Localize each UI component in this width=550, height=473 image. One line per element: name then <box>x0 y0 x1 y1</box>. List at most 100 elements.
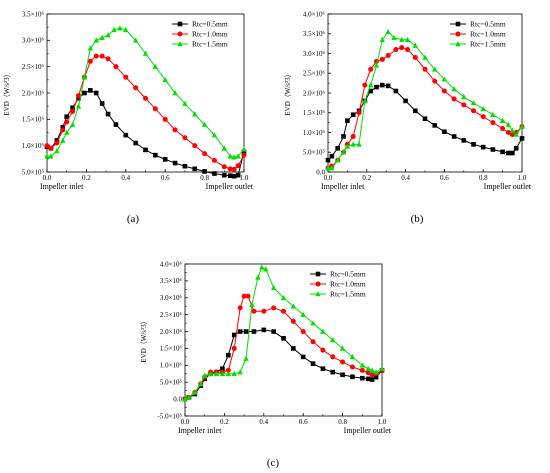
y-tick-label: 1.5×10⁶ <box>303 109 326 117</box>
square-marker <box>374 84 379 90</box>
triangle-marker <box>373 62 380 68</box>
circle-marker <box>405 47 411 53</box>
circle-marker <box>369 372 375 378</box>
panel-label: (a) <box>127 213 140 225</box>
circle-marker <box>471 108 476 114</box>
triangle-marker <box>259 264 265 270</box>
square-marker <box>519 136 525 141</box>
series-rtc-1-0mm <box>182 293 385 402</box>
square-marker <box>241 149 247 155</box>
square-marker <box>222 172 227 178</box>
triangle-marker <box>290 303 297 309</box>
square-marker <box>105 111 111 117</box>
square-marker <box>461 138 467 143</box>
legend-label: Rtc=1.5mm <box>192 40 228 49</box>
square-marker <box>413 108 418 114</box>
series-rtc-0-5mm <box>44 88 247 179</box>
circle-marker <box>87 58 93 64</box>
y-tick-label: 1.5×10⁶ <box>160 345 183 353</box>
triangle-marker <box>207 370 214 377</box>
legend-item: Rtc=1.5mm <box>450 40 506 49</box>
triangle-marker <box>350 141 356 147</box>
x-tick-label: 0.8 <box>479 174 488 182</box>
triangle-marker <box>231 154 237 160</box>
triangle-marker <box>243 355 249 361</box>
triangle-marker <box>359 362 365 368</box>
circle-marker <box>123 74 129 80</box>
circle-marker <box>310 339 316 345</box>
triangle-marker <box>152 63 159 69</box>
triangle-marker <box>369 367 375 373</box>
circle-marker <box>241 293 247 299</box>
y-axis-title: EVD（W/s³3） <box>284 70 292 115</box>
triangle-marker <box>480 105 486 112</box>
circle-marker <box>315 281 321 287</box>
series-rtc-0-5mm <box>325 82 525 163</box>
triangle-marker <box>255 274 261 280</box>
triangle-marker <box>270 284 277 290</box>
circle-marker <box>505 130 511 135</box>
circle-marker <box>99 53 105 59</box>
x-label-inlet: Impeller inlet <box>178 426 222 435</box>
circle-marker <box>177 31 183 37</box>
triangle-marker <box>280 294 287 301</box>
triangle-marker <box>227 153 233 159</box>
triangle-marker <box>162 76 168 83</box>
triangle-marker <box>105 32 111 38</box>
triangle-marker <box>221 145 227 151</box>
circle-marker <box>225 367 231 373</box>
legend-item: Rtc=0.5mm <box>310 270 366 279</box>
x-tick-label: 0.8 <box>338 418 347 426</box>
triangle-marker <box>349 353 356 360</box>
square-marker <box>490 147 496 152</box>
y-tick-label: 3.0×10⁶ <box>160 294 183 302</box>
circle-marker <box>245 293 251 299</box>
chart-panel-a: 5.0×10⁵ 1.0×10⁶ 1.5×10⁶ 2.0×10⁶ 2.5×10⁶ 3.0×1… <box>3 10 254 225</box>
y-tick-label: 0.0 <box>316 168 325 176</box>
circle-marker <box>231 345 237 351</box>
series-line <box>46 89 245 177</box>
square-marker <box>243 329 249 334</box>
triangle-marker <box>335 157 341 163</box>
circle-marker <box>162 116 168 122</box>
square-marker <box>373 374 379 380</box>
square-marker <box>227 173 233 178</box>
legend-item: Rtc=1.0mm <box>310 280 366 289</box>
triangle-marker <box>249 301 255 307</box>
triangle-marker <box>117 25 123 31</box>
x-label-inlet: Impeller inlet <box>40 182 84 191</box>
square-marker <box>422 116 428 121</box>
legend-item: Rtc=1.5mm <box>172 40 228 49</box>
x-tick-label: 0.2 <box>362 174 371 182</box>
square-marker <box>82 90 87 96</box>
x-tick-label: 1.0 <box>240 174 249 182</box>
x-tick-label: 0.0 <box>181 418 190 426</box>
legend-item: Rtc=1.0mm <box>450 30 506 39</box>
triangle-marker <box>237 369 243 375</box>
legend-label: Rtc=1.0mm <box>192 30 228 39</box>
square-marker <box>380 82 385 88</box>
circle-marker <box>76 93 82 99</box>
triangle-marker <box>60 137 66 143</box>
legend-item: Rtc=0.5mm <box>450 20 506 29</box>
square-marker <box>226 352 231 358</box>
circle-marker <box>44 143 50 149</box>
square-marker <box>385 83 391 89</box>
circle-marker <box>182 135 188 141</box>
panel-label: (b) <box>411 213 424 225</box>
circle-marker <box>490 120 496 126</box>
y-tick-label: -5.0×10⁵ <box>158 412 183 420</box>
series-rtc-1-0mm <box>325 45 525 171</box>
series-line <box>184 329 383 400</box>
circle-marker <box>64 119 70 125</box>
square-marker <box>76 95 81 101</box>
square-marker <box>368 88 373 94</box>
series-rtc-1-5mm <box>325 28 525 171</box>
triangle-marker <box>64 129 70 135</box>
square-marker <box>271 329 276 334</box>
square-marker <box>513 146 519 151</box>
x-tick-label: 0.0 <box>43 174 52 182</box>
triangle-marker <box>490 111 496 118</box>
